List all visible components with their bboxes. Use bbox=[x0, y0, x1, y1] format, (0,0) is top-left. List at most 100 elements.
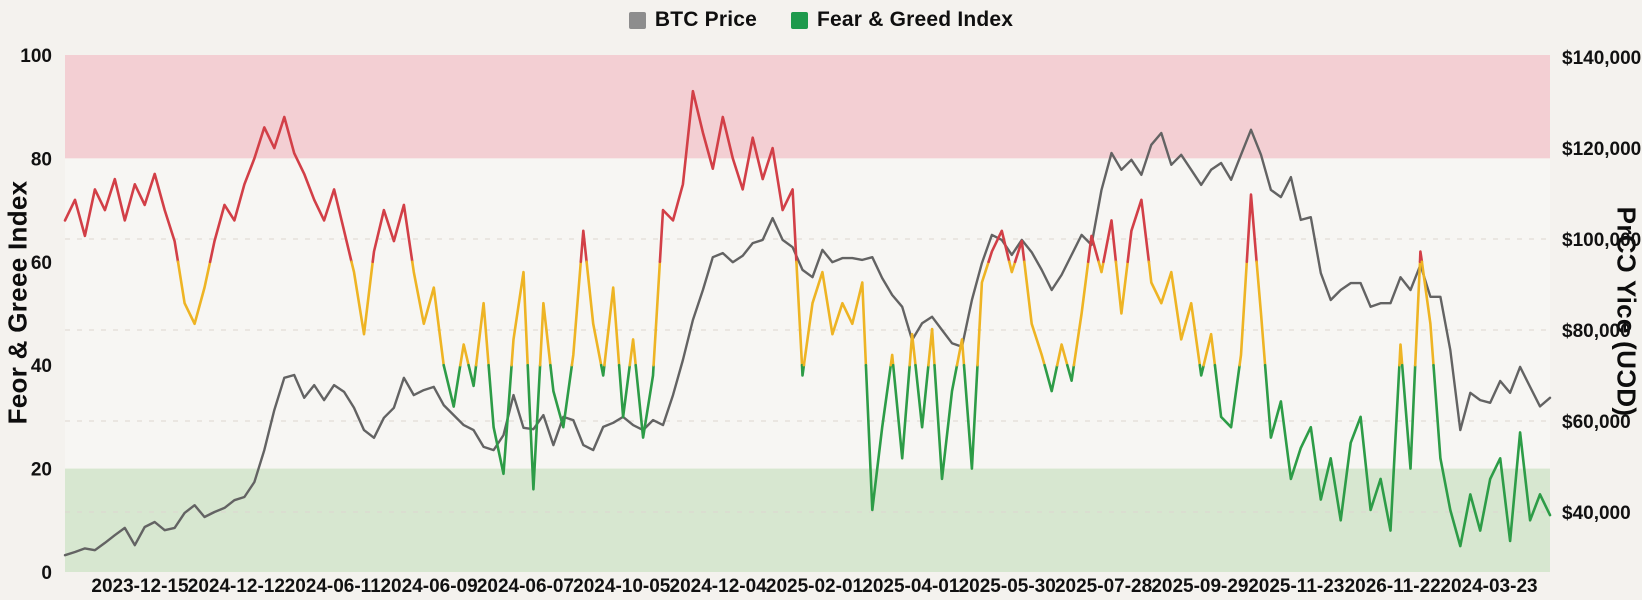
fear-greed-line-segment bbox=[1398, 343, 1404, 367]
fear-greed-line-segment bbox=[1213, 363, 1241, 429]
fear-greed-line-segment bbox=[1086, 234, 1100, 264]
fear-greed-line-segment bbox=[976, 260, 990, 367]
fear-greed-line-segment bbox=[585, 260, 603, 367]
fear-greed-line-segment bbox=[1420, 260, 1435, 367]
left-axis-tick-label: 20 bbox=[31, 460, 52, 481]
fear-greed-line-segment bbox=[487, 363, 513, 476]
fear-greed-line-segment bbox=[617, 363, 632, 419]
fear-greed-line-segment bbox=[1114, 260, 1129, 315]
fear-greed-line-segment bbox=[1013, 239, 1026, 264]
x-axis-tick-label: 2024-06-11 bbox=[285, 576, 382, 597]
fear-greed-line-segment bbox=[889, 353, 895, 367]
fear-greed-line-segment bbox=[599, 363, 606, 377]
fear-greed-line-segment bbox=[510, 270, 529, 367]
fear-greed-line-segment bbox=[1126, 198, 1151, 264]
fear-greed-line-segment bbox=[933, 363, 959, 481]
btc-price-line bbox=[63, 128, 1552, 557]
right-axis-tick-label: $40,000 bbox=[1562, 503, 1631, 524]
legend-item-fear-greed[interactable]: Fear & Greed Index bbox=[791, 8, 1013, 32]
fear-greed-line-segment bbox=[864, 363, 893, 512]
fear-greed-line-segment bbox=[411, 260, 445, 367]
fear-greed-line-segment bbox=[914, 363, 930, 429]
fear-greed-line-segment bbox=[603, 286, 621, 367]
fear-greed-line-segment bbox=[538, 301, 552, 367]
fear-greed-line-segment bbox=[628, 338, 637, 367]
x-axis-tick-label: 2023-12-15 bbox=[91, 576, 189, 597]
fear-greed-line-segment bbox=[1245, 193, 1258, 264]
fear-greed-line-segment bbox=[63, 172, 180, 264]
fear-greed-line-segment bbox=[579, 229, 588, 264]
fear-greed-line-segment bbox=[1055, 343, 1069, 367]
legend: BTC Price Fear & Greed Index bbox=[0, 8, 1642, 32]
fear-greed-line-segment bbox=[442, 363, 462, 408]
fear-greed-line-segment bbox=[1198, 363, 1205, 377]
fear-greed-line-segment bbox=[1072, 260, 1090, 367]
fear-greed-line-segment bbox=[459, 343, 470, 367]
right-axis-tick-label: $100,000 bbox=[1562, 230, 1641, 251]
band-fear bbox=[65, 468, 1550, 572]
fear-greed-swatch-icon bbox=[791, 11, 808, 29]
band-greed bbox=[65, 55, 1550, 159]
fear-greed-line-segment bbox=[987, 229, 1011, 264]
fear-greed-line-segment bbox=[526, 363, 542, 491]
fear-greed-line-segment bbox=[1432, 363, 1552, 548]
x-axis-tick-label: 2026-11-22 bbox=[1345, 576, 1441, 597]
legend-label-btc-price: BTC Price bbox=[654, 8, 757, 31]
fear-greed-line-segment bbox=[1008, 260, 1017, 274]
fear-greed-line-segment bbox=[652, 260, 662, 367]
fear-greed-line-segment bbox=[1147, 260, 1202, 367]
fear-greed-line-segment bbox=[1202, 332, 1217, 367]
fear-greed-line-segment bbox=[1413, 260, 1422, 367]
fear-greed-line-segment bbox=[802, 270, 868, 367]
fear-greed-line-segment bbox=[208, 115, 353, 264]
fear-greed-line-segment bbox=[474, 301, 490, 367]
fear-greed-line-segment bbox=[658, 89, 798, 264]
x-axis-tick-label: 2024-10-05 bbox=[573, 576, 671, 597]
fear-greed-line-segment bbox=[467, 363, 478, 388]
fear-greed-line-segment bbox=[1043, 363, 1059, 393]
fear-greed-line-segment bbox=[800, 363, 806, 377]
fear-greed-line-segment bbox=[962, 363, 979, 470]
fear-greed-line-segment bbox=[1263, 363, 1401, 532]
fear-greed-line-segment bbox=[350, 260, 374, 336]
fear-greed-line-segment bbox=[908, 332, 917, 367]
btc-price-swatch-icon bbox=[628, 11, 646, 29]
fear-greed-line-segment bbox=[176, 260, 212, 326]
x-axis-tick-label: 2025-02-01 bbox=[766, 576, 864, 597]
fear-greed-line-segment bbox=[634, 363, 655, 439]
right-axis-tick-label: $80,000 bbox=[1562, 321, 1631, 342]
fear-greed-line-segment bbox=[1400, 363, 1417, 470]
fear-greed-line-segment bbox=[1255, 260, 1267, 367]
right-axis-tick-label: $120,000 bbox=[1562, 139, 1641, 160]
x-axis-tick-label: 2024-06-07 bbox=[477, 576, 574, 597]
fear-greed-line-segment bbox=[1023, 260, 1046, 367]
x-axis-tick-label: 2025-07-28 bbox=[1055, 576, 1152, 597]
x-axis-tick-label: 2025-04-01 bbox=[862, 576, 960, 597]
fear-greed-line-segment bbox=[371, 203, 414, 264]
fear-greed-line-segment bbox=[1097, 260, 1105, 274]
x-axis-tick-label: 2024-06-09 bbox=[380, 576, 477, 597]
right-axis-tick-label: $60,000 bbox=[1562, 412, 1631, 433]
x-axis-tick-label: 2024-03-23 bbox=[1440, 576, 1537, 597]
left-axis-tick-label: 80 bbox=[31, 149, 52, 170]
x-axis-tick-label: 2025-09-29 bbox=[1151, 576, 1248, 597]
fear-greed-line-segment bbox=[891, 363, 911, 460]
fear-greed-line-segment bbox=[1102, 219, 1118, 264]
x-axis-tick-label: 2025-05-30 bbox=[959, 576, 1056, 597]
fear-greed-line-segment bbox=[1066, 363, 1076, 382]
fear-greed-line-segment bbox=[795, 260, 804, 367]
left-axis-tick-label: 0 bbox=[41, 563, 52, 584]
left-axis-tick-label: 100 bbox=[20, 46, 52, 67]
band-zone bbox=[65, 158, 1550, 469]
fear-greed-line-segment bbox=[955, 338, 966, 367]
x-axis-tick-label: 2024-12-12 bbox=[188, 576, 285, 597]
x-axis-tick-label: 2024-12-04 bbox=[670, 576, 768, 597]
legend-item-btc-price[interactable]: BTC Price bbox=[628, 8, 757, 32]
x-axis-tick-label: 2025-11-23 bbox=[1248, 576, 1344, 597]
fear-greed-line-segment bbox=[1418, 250, 1424, 264]
fear-greed-line-segment bbox=[549, 363, 574, 429]
fear-greed-line-segment bbox=[927, 327, 936, 367]
left-axis-tick-label: 60 bbox=[31, 253, 52, 274]
legend-label-fear-greed: Fear & Greed Index bbox=[817, 8, 1014, 31]
